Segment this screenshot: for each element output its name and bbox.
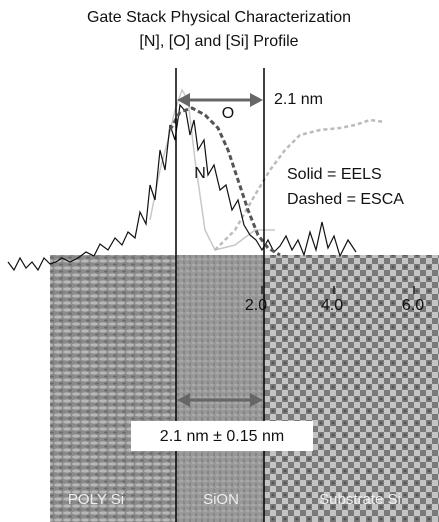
region-label: SiON: [203, 491, 239, 508]
depth-tick-label: 2.0: [245, 297, 267, 314]
n-profile-eels: [8, 105, 356, 270]
legend-entry: Solid = EELS: [287, 166, 382, 183]
region-label: Substrate Si: [319, 491, 401, 508]
nitrogen-label: N: [194, 165, 206, 182]
oxygen-label: O: [222, 105, 234, 122]
si-profile-faint: [150, 90, 275, 250]
width-label: 2.1 nm ± 0.15 nm: [160, 428, 284, 445]
width-label: 2.1 nm: [274, 91, 323, 108]
region-label: POLY Si: [68, 491, 124, 508]
depth-tick-label: 6.0: [402, 297, 424, 314]
sion-region: [176, 255, 264, 522]
depth-tick-label: 4.0: [321, 297, 343, 314]
poly-region: [50, 255, 176, 522]
legend-entry: Dashed = ESCA: [287, 191, 404, 208]
figure: Gate Stack Physical Characterization [N]…: [0, 0, 439, 522]
width-arrow-top: [177, 93, 263, 107]
title-line: [N], [O] and [Si] Profile: [139, 33, 298, 50]
tem-image: [50, 255, 439, 522]
substrate-region: [264, 255, 439, 522]
si-profile-esca: [215, 120, 385, 250]
title-line: Gate Stack Physical Characterization: [87, 9, 351, 26]
